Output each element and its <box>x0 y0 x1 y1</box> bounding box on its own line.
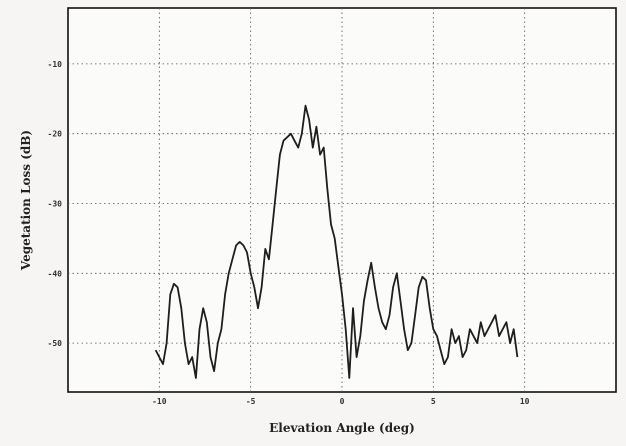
x-tick-label: -10 <box>152 397 167 406</box>
series-line <box>154 104 519 379</box>
y-tick-label: -20 <box>48 130 63 139</box>
series <box>154 104 519 379</box>
y-tick-label: -40 <box>48 269 63 278</box>
x-tick-label: 10 <box>520 397 530 406</box>
y-tick-label: -10 <box>48 60 63 69</box>
x-axis-label: Elevation Angle (deg) <box>269 421 415 435</box>
tick-labels: -10 -5 0 5 10-10-20-30-40-50 <box>48 60 530 406</box>
y-tick-label: -50 <box>48 339 63 348</box>
x-tick-label: 5 <box>431 397 436 406</box>
y-tick-label: -30 <box>48 199 63 208</box>
y-axis-label: Vegetation Loss (dB) <box>19 130 33 271</box>
plot-frame <box>67 7 617 393</box>
x-tick-label: 0 <box>340 397 345 406</box>
x-tick-label: -5 <box>246 397 256 406</box>
